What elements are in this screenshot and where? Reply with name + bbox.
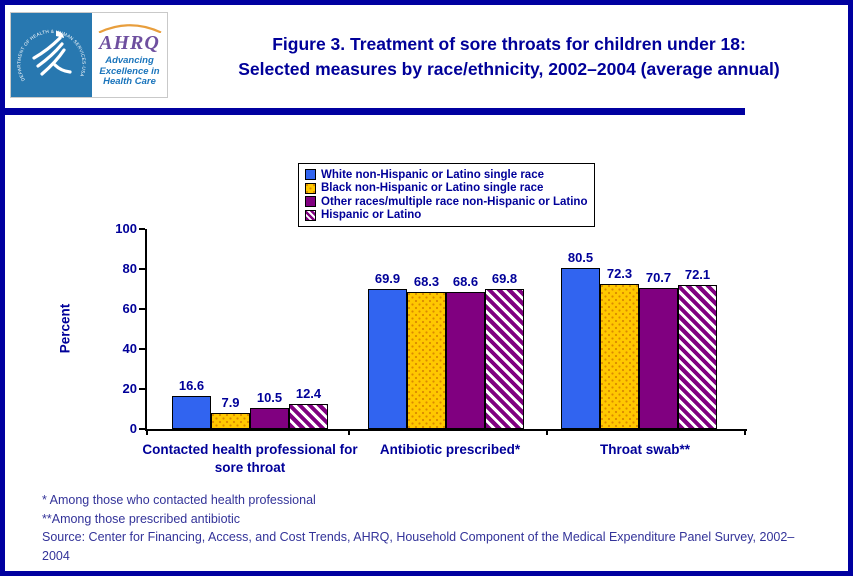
ahrq-wordmark: AHRQ bbox=[99, 32, 160, 55]
y-axis-tick-label: 80 bbox=[122, 261, 137, 276]
footnotes: * Among those who contacted health profe… bbox=[42, 491, 820, 565]
legend: White non-Hispanic or Latino single race… bbox=[298, 163, 596, 227]
eagle-head-icon bbox=[56, 31, 64, 38]
tagline-line: Excellence in bbox=[99, 65, 160, 77]
ahrq-tagline: Advancing Excellence in Health Care bbox=[99, 56, 159, 88]
x-axis-tick bbox=[146, 429, 148, 435]
y-axis-tick-label: 0 bbox=[129, 421, 137, 436]
y-axis-tick bbox=[139, 308, 145, 310]
eagle-icon bbox=[32, 36, 72, 76]
bar-cell: 7.9 bbox=[211, 395, 250, 429]
legend-swatch-icon bbox=[305, 209, 316, 221]
footnote-asterisk: * Among those who contacted health profe… bbox=[42, 493, 316, 507]
ahrq-arc-icon bbox=[98, 24, 161, 34]
category-label: Antibiotic prescribed* bbox=[379, 442, 521, 457]
hhs-eagle-icon: DEPARTMENT OF HEALTH & HUMAN SERVICES·US… bbox=[16, 29, 86, 82]
bar-value-label: 72.1 bbox=[684, 266, 711, 282]
legend-label: Black non-Hispanic or Latino single race bbox=[321, 182, 544, 195]
y-axis-tick-label: 40 bbox=[122, 341, 137, 356]
bar bbox=[678, 284, 717, 429]
bar-cell: 10.5 bbox=[250, 390, 289, 429]
bar bbox=[368, 289, 407, 429]
bar-value-label: 69.9 bbox=[374, 271, 401, 287]
legend-label: White non-Hispanic or Latino single race bbox=[321, 168, 544, 181]
bar-cell: 72.1 bbox=[678, 267, 717, 429]
bar-cell: 69.9 bbox=[368, 271, 407, 429]
legend-row: White non-Hispanic or Latino single race bbox=[305, 168, 587, 182]
bar bbox=[600, 284, 639, 429]
bar bbox=[250, 408, 289, 429]
bar-value-label: 68.6 bbox=[452, 273, 479, 289]
bar-cell: 69.8 bbox=[485, 271, 524, 429]
category-label: Contacted health professional for sore t… bbox=[142, 442, 358, 475]
hhs-seal: DEPARTMENT OF HEALTH & HUMAN SERVICES·US… bbox=[11, 13, 92, 97]
y-axis-tick-label: 60 bbox=[122, 301, 137, 316]
hhs-ahrq-logo: DEPARTMENT OF HEALTH & HUMAN SERVICES·US… bbox=[10, 12, 168, 98]
y-axis-tick bbox=[139, 268, 145, 270]
legend-swatch-icon bbox=[305, 196, 316, 208]
x-axis-tick bbox=[744, 429, 746, 435]
bar-group: 69.9 68.3 68.6 69.8 bbox=[368, 271, 524, 429]
header-rule bbox=[5, 108, 745, 115]
ahrq-logo: AHRQ Advancing Excellence in Health Care bbox=[92, 13, 167, 97]
bar-cell: 72.3 bbox=[600, 266, 639, 429]
bar-value-label: 80.5 bbox=[567, 250, 594, 265]
bar-value-label: 70.7 bbox=[645, 269, 672, 285]
y-axis-tick-label: 100 bbox=[115, 221, 137, 236]
y-axis-tick bbox=[139, 388, 145, 390]
y-axis-tick-label: 20 bbox=[122, 381, 137, 396]
bar bbox=[561, 268, 600, 429]
bar bbox=[289, 404, 328, 429]
y-axis-label: Percent bbox=[57, 303, 73, 354]
bar-value-label: 72.3 bbox=[606, 266, 633, 282]
legend-swatch-icon bbox=[305, 182, 316, 194]
bar bbox=[211, 413, 250, 429]
figure-title-line1: Figure 3. Treatment of sore throats for … bbox=[272, 34, 746, 54]
bar bbox=[446, 291, 485, 429]
bar-value-label: 7.9 bbox=[221, 395, 240, 411]
bar-cell: 12.4 bbox=[289, 386, 328, 429]
x-axis-tick bbox=[348, 429, 350, 435]
bar-cell: 80.5 bbox=[561, 250, 600, 429]
figure-title-line2: Selected measures by race/ethnicity, 200… bbox=[238, 59, 780, 79]
legend-label: Hispanic or Latino bbox=[321, 209, 422, 222]
bar-cell: 68.6 bbox=[446, 274, 485, 429]
footnote-source: Source: Center for Financing, Access, an… bbox=[42, 530, 795, 563]
bar bbox=[639, 287, 678, 429]
footnote-double-asterisk: **Among those prescribed antibiotic bbox=[42, 511, 241, 526]
tagline-line: Health Care bbox=[103, 76, 156, 88]
figure-title: Figure 3. Treatment of sore throats for … bbox=[173, 32, 845, 82]
bar-value-label: 10.5 bbox=[256, 390, 283, 405]
bar-cell: 70.7 bbox=[639, 270, 678, 429]
legend-row: Hispanic or Latino bbox=[305, 209, 587, 223]
y-axis-tick bbox=[139, 348, 145, 350]
y-axis-tick bbox=[139, 428, 145, 430]
category-label: Throat swab** bbox=[599, 442, 691, 457]
plot-area: 0 20 40 60 80 100 16.6 7.9 10.5 12.4 Contacted hea… bbox=[115, 221, 747, 475]
bar-value-label: 12.4 bbox=[295, 386, 322, 402]
y-axis-tick bbox=[139, 228, 145, 230]
legend-label: Other races/multiple race non-Hispanic o… bbox=[321, 195, 588, 208]
bar-value-label: 16.6 bbox=[178, 377, 205, 393]
bar-group: 80.5 72.3 70.7 72.1 bbox=[561, 250, 717, 429]
legend-row: Black non-Hispanic or Latino single race bbox=[305, 182, 587, 196]
bar bbox=[172, 395, 211, 429]
bar-group: 16.6 7.9 10.5 12.4 bbox=[172, 378, 328, 429]
bar bbox=[407, 292, 446, 429]
bar-value-label: 68.3 bbox=[413, 274, 440, 290]
legend-swatch-icon bbox=[305, 169, 316, 181]
x-axis-tick bbox=[546, 429, 548, 435]
bar-cell: 16.6 bbox=[172, 378, 211, 429]
tagline-line: Advancing bbox=[105, 55, 154, 67]
bar-cell: 68.3 bbox=[407, 274, 446, 429]
bar-value-label: 69.8 bbox=[491, 271, 518, 287]
legend-row: Other races/multiple race non-Hispanic o… bbox=[305, 195, 587, 209]
bar bbox=[485, 289, 524, 429]
